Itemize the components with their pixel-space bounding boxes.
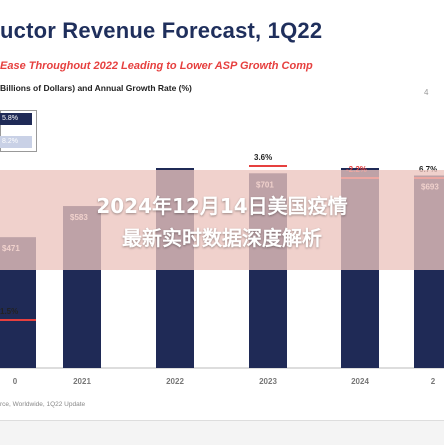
growth-label-2024: -2.2% bbox=[346, 165, 367, 174]
footer-bar bbox=[0, 420, 444, 445]
growth-label-2: 6.7% bbox=[419, 165, 437, 174]
chart-caption: Billions of Dollars) and Annual Growth R… bbox=[0, 83, 192, 93]
legend-swatch-2: 8.2% bbox=[0, 136, 32, 148]
tick-label-2024: 2024 bbox=[351, 377, 369, 386]
headline-overlay bbox=[0, 170, 444, 270]
right-axis-label: 4 bbox=[424, 88, 429, 97]
chart-subtitle: Ease Throughout 2022 Leading to Lower AS… bbox=[0, 60, 313, 72]
source-note: rce, Worldwide, 1Q22 Update bbox=[0, 401, 86, 408]
tick-label-2022: 2022 bbox=[166, 377, 184, 386]
growth-label-0: 1.5% bbox=[0, 307, 18, 316]
tick-label-2021: 2021 bbox=[73, 377, 91, 386]
tick-label-2: 2 bbox=[431, 377, 436, 386]
tick-label-2023: 2023 bbox=[259, 377, 277, 386]
headline-line-2: 最新实时数据深度解析 bbox=[122, 226, 322, 250]
headline-line-1: 2024年12月14日美国疫情 bbox=[96, 194, 348, 218]
tick-label-0: 0 bbox=[13, 377, 18, 386]
chart-title: uctor Revenue Forecast, 1Q22 bbox=[0, 18, 323, 43]
legend-swatch-1: 5.8% bbox=[0, 113, 32, 125]
headline: 2024年12月14日美国疫情 最新实时数据深度解析 bbox=[0, 190, 444, 254]
growth-label-2023: 3.6% bbox=[254, 153, 272, 162]
